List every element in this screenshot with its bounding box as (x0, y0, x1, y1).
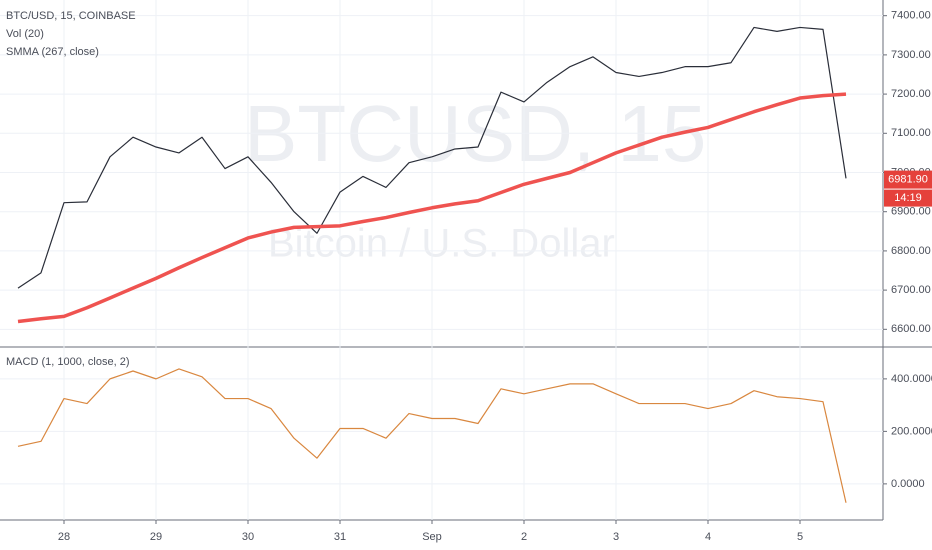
y-tick-label: 0.0000 (891, 478, 925, 490)
volume-label: Vol (20) (6, 28, 44, 40)
y-tick-label: 6900.00 (891, 206, 931, 218)
x-tick-label: Sep (422, 531, 442, 543)
x-tick-label: 30 (242, 531, 254, 543)
y-tick-label: 200.0000 (891, 425, 932, 437)
x-tick-label: 29 (150, 531, 162, 543)
y-tick-label: 6600.00 (891, 323, 931, 335)
chart-title: BTC/USD, 15, COINBASE (6, 10, 136, 22)
y-tick-label: 6800.00 (891, 245, 931, 257)
x-tick-label: 4 (705, 531, 711, 543)
countdown-box (884, 189, 932, 207)
y-tick-label: 7100.00 (891, 127, 931, 139)
last-price-label: 6981.90 (888, 174, 928, 186)
x-tick-label: 5 (797, 531, 803, 543)
x-tick-label: 2 (521, 531, 527, 543)
grid-layer (0, 0, 883, 520)
y-tick-label: 7300.00 (891, 49, 931, 61)
macd-title: MACD (1, 1000, close, 2) (6, 356, 130, 368)
watermark-subtitle: Bitcoin / U.S. Dollar (268, 222, 615, 266)
series-line (17, 368, 847, 503)
x-tick-label: 31 (334, 531, 346, 543)
y-tick-label: 7200.00 (891, 88, 931, 100)
last-price-box (884, 170, 932, 189)
x-tick-label: 3 (613, 531, 619, 543)
series-line (17, 26, 847, 289)
y-tick-label: 7400.00 (891, 10, 931, 22)
y-tick-label: 6700.00 (891, 284, 931, 296)
legend-smma: SMMA (267, close) (6, 46, 99, 58)
x-tick-label: 28 (58, 531, 70, 543)
series-line (17, 92, 847, 324)
y-tick-label: 400.0000 (891, 373, 932, 385)
countdown-label: 14:19 (894, 192, 922, 204)
